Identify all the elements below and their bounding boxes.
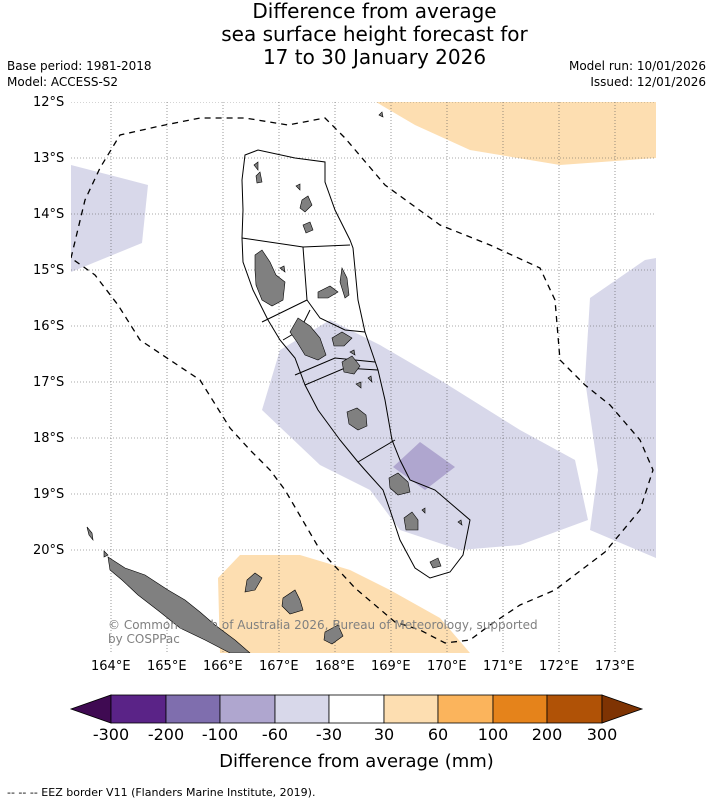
pentecost [339, 267, 350, 299]
erromango [388, 472, 411, 496]
new-caledonia [107, 556, 251, 653]
colorbar-tick: 30 [373, 725, 395, 744]
lon-label: 168°E [315, 659, 355, 674]
colorbar-segment [546, 694, 603, 724]
negative-anomaly-east [585, 258, 656, 558]
lat-label: 17°S [33, 375, 65, 390]
loyalty-islands-2 [281, 589, 304, 615]
lat-label: 14°S [33, 207, 65, 222]
colorbar [69, 694, 644, 724]
aneityum [429, 557, 442, 569]
colorbar-extend-high [601, 694, 644, 724]
issued-text: Issued: 12/01/2026 [590, 75, 706, 89]
ambae [317, 285, 339, 299]
colorbar-title: Difference from average (mm) [219, 751, 494, 772]
colorbar-tick: 200 [531, 725, 563, 744]
lon-label: 165°E [147, 659, 187, 674]
positive-anomaly-north [376, 102, 656, 165]
colorbar-segment [274, 694, 330, 724]
colorbar-segment [383, 694, 439, 724]
loyalty-islands-1 [244, 572, 263, 593]
colorbar-extend-low [69, 694, 112, 724]
eez-border [71, 117, 654, 644]
colorbar-segment [110, 694, 167, 724]
loyalty-islands-3 [323, 624, 344, 645]
lat-label: 20°S [33, 543, 65, 558]
colorbar-tick: -30 [315, 725, 343, 744]
colorbar-tick: -100 [201, 725, 239, 744]
lat-label: 12°S [33, 95, 65, 110]
colorbar-tick: 100 [477, 725, 509, 744]
ambrym [331, 331, 353, 347]
eez-footnote: -- -- -- EEZ border V11 (Flanders Marine… [7, 786, 316, 799]
map-title-line1: Difference from average [252, 0, 497, 23]
land [86, 111, 463, 653]
colorbar-segment [219, 694, 276, 724]
efate [346, 407, 368, 431]
lat-label: 18°S [33, 431, 65, 446]
colorbar-segment [437, 694, 494, 724]
positive-anomaly-south [218, 555, 470, 653]
epi [341, 355, 361, 375]
lon-label: 167°E [259, 659, 299, 674]
colorbar-segment [492, 694, 548, 724]
lon-label: 164°E [91, 659, 131, 674]
model-text: Model: ACCESS-S2 [7, 75, 119, 89]
lat-label: 15°S [33, 263, 65, 278]
tanna [403, 511, 419, 531]
lat-label: 16°S [33, 319, 65, 334]
map-title-line2: sea surface height forecast for [221, 22, 528, 46]
credit-line2: by COSPPac [108, 632, 180, 646]
lon-label: 170°E [427, 659, 467, 674]
model-run-text: Model run: 10/01/2026 [568, 59, 706, 73]
colorbar-tick: 300 [586, 725, 618, 744]
malekula [289, 317, 327, 361]
colorbar-tick: -60 [261, 725, 289, 744]
lon-label: 172°E [539, 659, 579, 674]
lon-label: 166°E [203, 659, 243, 674]
colorbar-segment [328, 694, 385, 724]
espiritu-santo [254, 249, 286, 307]
colorbar-tick: -200 [147, 725, 185, 744]
colorbar-tick: -300 [92, 725, 130, 744]
credit-line1: © Commonwealth of Australia 2026, Bureau… [108, 618, 538, 632]
colorbar-segment [165, 694, 221, 724]
lon-label: 171°E [483, 659, 523, 674]
lat-label: 13°S [33, 151, 65, 166]
base-period-text: Base period: 1981-2018 [7, 59, 152, 73]
colorbar-tick: 60 [427, 725, 449, 744]
negative-anomaly-west [71, 165, 148, 272]
lat-label: 19°S [33, 487, 65, 502]
map-title-line3: 17 to 30 January 2026 [262, 45, 487, 69]
lon-label: 169°E [371, 659, 411, 674]
negative-anomaly-central [262, 320, 588, 550]
map-area [71, 102, 656, 653]
lon-label: 173°E [595, 659, 635, 674]
